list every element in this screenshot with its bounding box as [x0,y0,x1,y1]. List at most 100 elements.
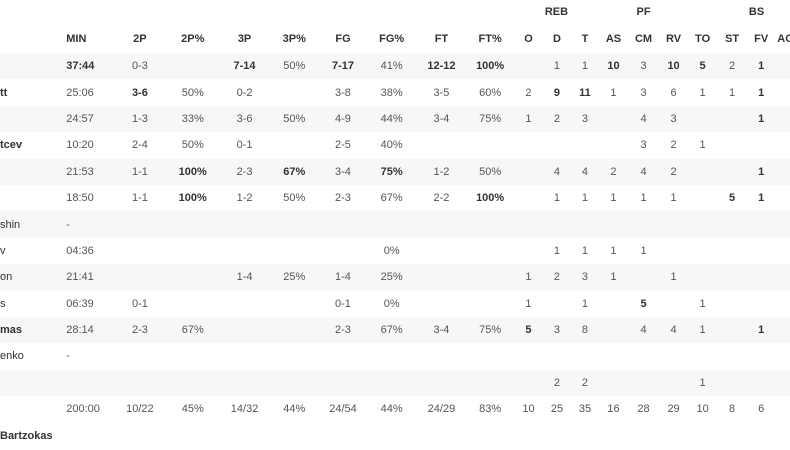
stat-cell-fv [747,238,775,264]
stat-cell-ft-pct: 100% [476,60,505,73]
stat-cell-3p-pct [269,79,319,105]
stat-cell-fg-pct [367,211,417,237]
col-header-to[interactable]: TO [695,32,711,45]
stat-cell-t: 8 [581,324,589,337]
stat-cell-ft: 12-12 [427,60,456,73]
player-name[interactable]: tt [0,86,8,99]
stat-cell-st [717,264,747,290]
stat-cell-fv [747,291,775,317]
stat-cell-as [599,343,628,369]
player-name[interactable] [0,370,64,396]
stat-cell-3p-pct: 50% [283,60,306,73]
player-name[interactable]: v [0,244,6,257]
stat-cell-o: 1 [525,112,532,125]
stat-cell-ag [775,317,790,343]
stat-cell-ft [417,264,467,290]
stat-cell-ft [417,238,467,264]
player-name[interactable]: s [0,297,6,310]
stat-cell-2p: 1-1 [131,165,148,178]
stat-cell-3p [220,291,270,317]
stat-cell-ft-pct: 100% [476,192,505,205]
stat-cell-o [514,159,543,185]
stat-cell-d: 1 [553,192,561,205]
stat-cell-fv: 1 [758,324,765,337]
col-header-fg-pct[interactable]: FG% [379,32,405,45]
header-group-row: REB PF BS [0,0,790,24]
stat-cell-fv [747,132,775,158]
stat-cell-2p: 0-3 [131,60,148,73]
col-header-ft-pct[interactable]: FT% [478,32,502,45]
player-name[interactable] [0,53,64,79]
stat-cell-ft-pct [466,343,514,369]
stat-cell-min: 25:06 [66,86,94,99]
stat-cell-2p-pct [166,291,220,317]
col-header-bs-fv[interactable]: FV [754,32,769,45]
stat-cell-as [599,317,628,343]
stat-cell-ft-pct [466,370,514,396]
stat-cell-fg: 2-3 [335,324,351,337]
stat-cell-as [599,211,628,237]
player-name[interactable]: on [0,271,13,284]
player-name[interactable]: mas [0,324,23,337]
stat-cell-3p-pct: 44% [283,403,306,416]
col-header-pf-cm[interactable]: CM [634,32,653,45]
stat-cell-fv [747,370,775,396]
stat-cell-rv: 1 [670,271,677,284]
player-row: tcev 10:20 2-4 50% 0-1 2-5 40% 3 2 1 [0,132,790,158]
stat-cell-2p-pct [166,370,220,396]
stat-cell-2p [114,238,166,264]
stat-cell-ft: 3-4 [433,112,450,125]
stat-cell-st [717,370,747,396]
player-name[interactable]: enko [0,350,24,363]
stat-cell-3p: 3-6 [236,112,253,125]
col-header-as[interactable]: AS [605,32,622,45]
stat-cell-rv [659,370,688,396]
col-header-st[interactable]: ST [725,32,740,45]
stat-cell-3p-pct: 50% [283,192,306,205]
stat-cell-o [514,53,543,79]
col-header-reb-d[interactable]: D [552,32,561,45]
col-header-ft[interactable]: FT [434,32,449,45]
stat-cell-ag [775,238,790,264]
stat-cell-3p-pct: 67% [283,165,306,178]
stat-cell-ft [417,370,467,396]
col-header-fg[interactable]: FG [335,32,351,45]
stat-cell-min: 18:50 [66,192,94,205]
stat-cell-ft-pct: 75% [479,324,502,337]
col-header-3p[interactable]: 3P [237,32,252,45]
stat-cell-ft: 3-5 [433,86,450,99]
stat-cell-2p: 1-1 [131,192,148,205]
player-name[interactable]: shin [0,218,21,231]
stat-cell-d [543,343,571,369]
stat-cell-o [514,185,543,211]
player-name[interactable]: tcev [0,139,23,152]
stat-cell-t: 35 [578,403,592,416]
coach-name[interactable]: Bartzokas [0,422,65,449]
stat-cell-2p-pct: 67% [181,324,204,337]
stat-cell-rv [659,343,688,369]
stat-cell-rv: 2 [670,139,677,152]
player-name[interactable] [0,396,64,422]
stat-cell-3p-pct: 25% [283,271,306,284]
stat-cell-st [717,106,747,132]
col-header-3p-pct[interactable]: 3P% [282,32,306,45]
player-name[interactable] [0,159,64,185]
col-header-bs-ag[interactable]: AG [777,32,790,45]
col-header-min[interactable]: MIN [66,32,87,45]
player-name[interactable] [0,185,64,211]
player-row: 24:57 1-3 33% 3-6 50% 4-9 44% 3-4 75% 1 2 3 4 3 1 [0,105,790,133]
stat-cell-2p [114,264,166,290]
player-name[interactable] [0,106,64,132]
stat-cell-rv: 10 [667,60,680,73]
stat-cell-3p [220,343,270,369]
stat-cell-t: 1 [581,297,589,310]
col-header-pf-rv[interactable]: RV [666,32,682,45]
col-header-2p-pct[interactable]: 2P% [181,32,205,45]
stat-cell-2p: 0-1 [131,297,148,310]
stat-cell-o [514,238,543,264]
stat-cell-as: 2 [610,165,617,178]
col-header-2p[interactable]: 2P [133,32,147,45]
col-header-reb-o[interactable]: O [524,32,533,45]
col-header-reb-t[interactable]: T [581,32,589,45]
stat-cell-fg: 2-3 [335,192,351,205]
